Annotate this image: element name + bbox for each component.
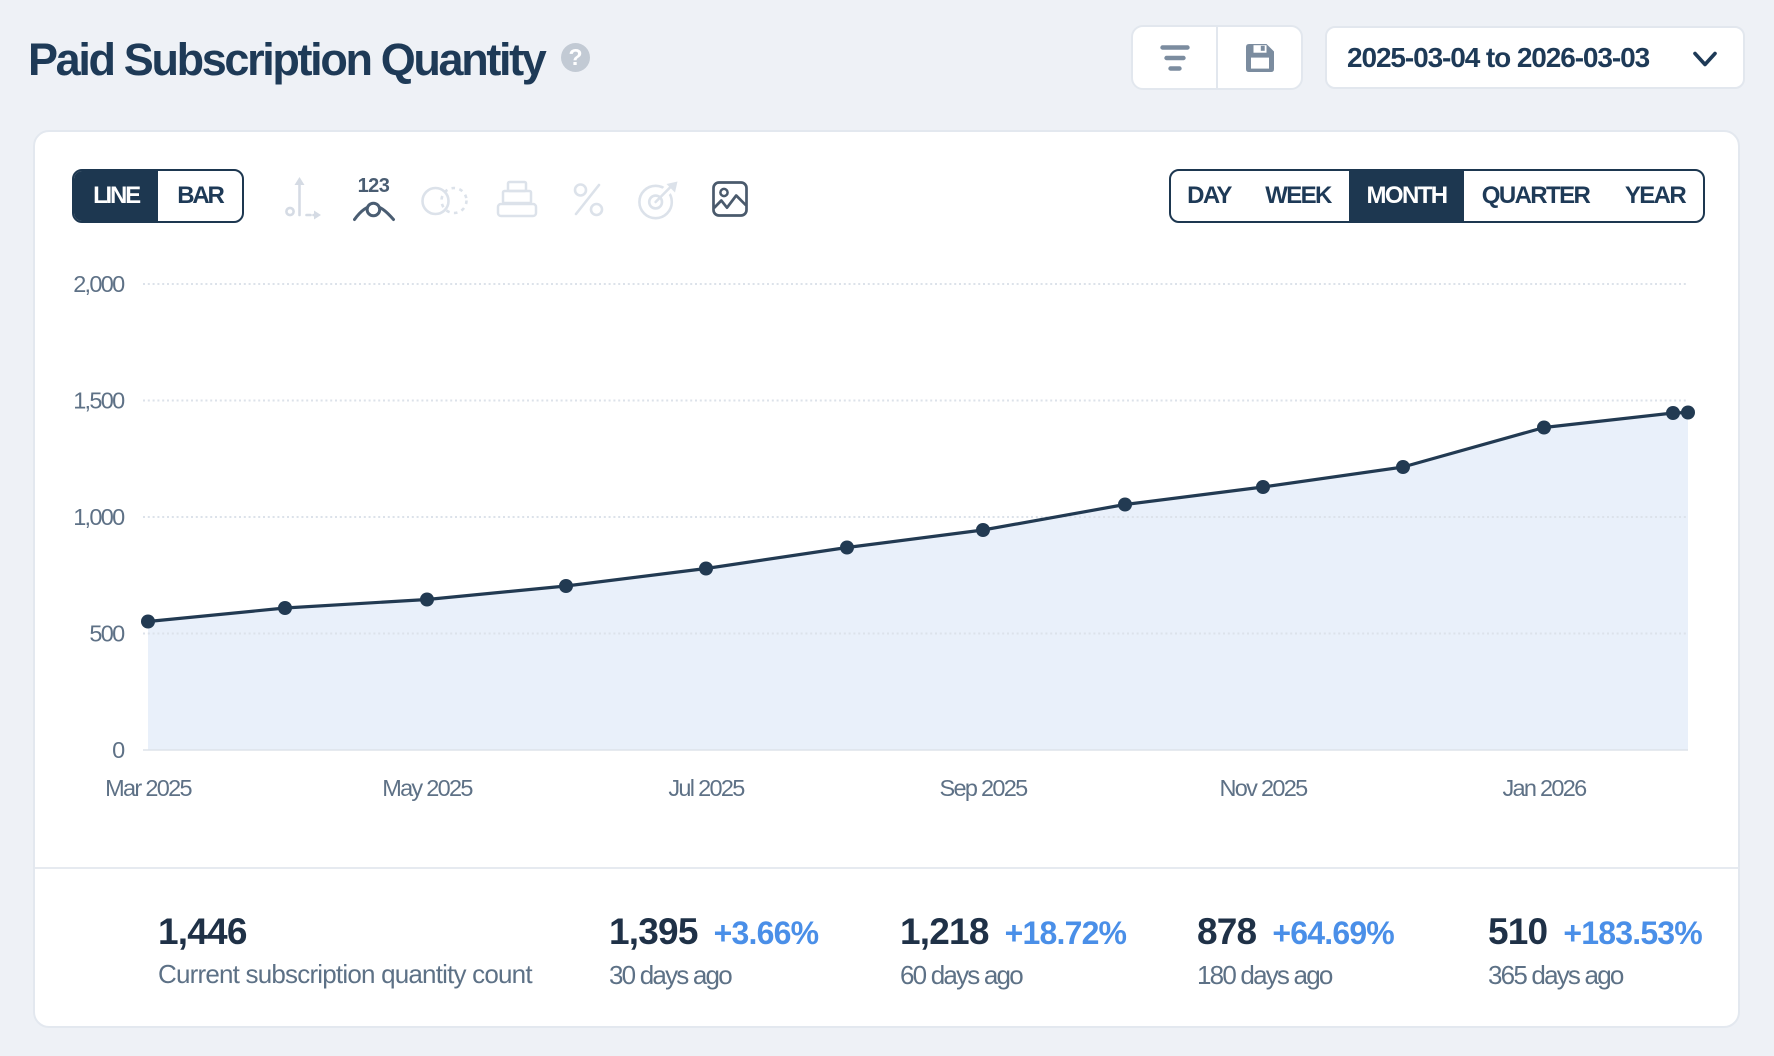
svg-text:2,000: 2,000 <box>73 271 125 297</box>
svg-text:1,000: 1,000 <box>73 504 125 530</box>
svg-text:Nov 2025: Nov 2025 <box>1220 775 1309 801</box>
svg-text:500: 500 <box>89 621 125 647</box>
svg-text:0: 0 <box>112 737 125 763</box>
svg-text:Mar 2025: Mar 2025 <box>105 775 192 801</box>
svg-text:May 2025: May 2025 <box>382 775 473 801</box>
svg-text:Sep 2025: Sep 2025 <box>939 775 1028 801</box>
svg-text:Jan 2026: Jan 2026 <box>1502 775 1587 801</box>
svg-text:123: 123 <box>358 177 390 197</box>
svg-text:Jul 2025: Jul 2025 <box>668 775 745 801</box>
svg-text:1,500: 1,500 <box>73 388 125 414</box>
